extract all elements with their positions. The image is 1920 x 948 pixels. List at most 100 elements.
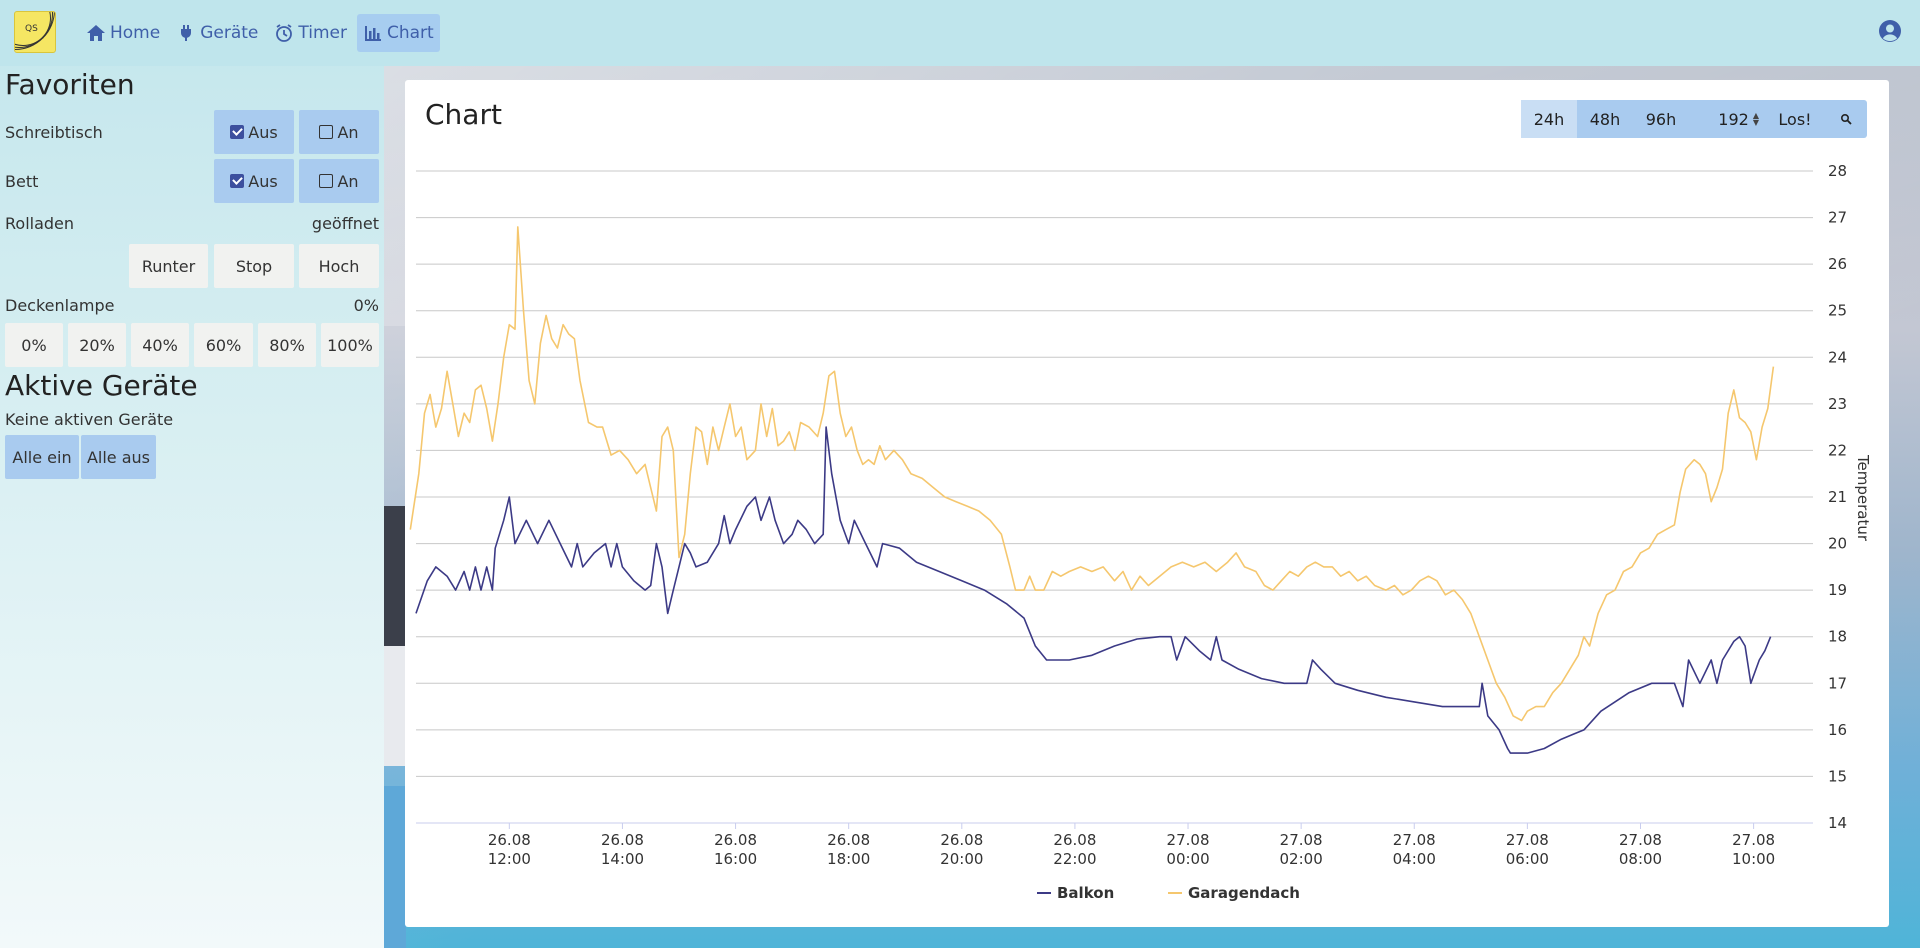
x-tick-time: 04:00 bbox=[1393, 850, 1436, 868]
magnifier-icon bbox=[1840, 113, 1852, 125]
lamp-row: Deckenlampe 0% 0% 20% 40% 60% 80% 100% bbox=[0, 291, 384, 371]
user-account-icon[interactable] bbox=[1878, 19, 1902, 43]
schreibtisch-on-button[interactable]: An bbox=[299, 110, 379, 154]
y-axis-ticks: 14 15 16 17 18 19 20 21 22 23 24 25 26 27 28 bbox=[1828, 162, 1847, 832]
active-devices-heading: Aktive Geräte bbox=[5, 369, 198, 402]
range-24h-button[interactable]: 24h bbox=[1521, 100, 1577, 138]
x-tick-time: 18:00 bbox=[827, 850, 870, 868]
logo-text: QS bbox=[25, 24, 38, 34]
shutter-status: geöffnet bbox=[311, 214, 379, 233]
favorite-row-schreibtisch: Schreibtisch Aus An bbox=[0, 108, 384, 157]
range-96h-button[interactable]: 96h bbox=[1645, 109, 1677, 129]
sidebar: Favoriten Schreibtisch Aus An Bett Aus A… bbox=[0, 66, 384, 481]
chart-legend: Balkon Garagendach bbox=[1037, 884, 1300, 902]
x-tick-time: 02:00 bbox=[1280, 850, 1323, 868]
favorite-row-bett: Bett Aus An bbox=[0, 157, 384, 206]
lamp-status: 0% bbox=[353, 296, 379, 315]
favorites-heading: Favoriten bbox=[5, 68, 135, 101]
y-tick-label: 24 bbox=[1828, 348, 1847, 366]
bg-shape bbox=[384, 646, 406, 766]
checkbox-checked-icon bbox=[230, 174, 245, 188]
nav-home[interactable]: Home bbox=[80, 14, 166, 52]
nav-timer[interactable]: Timer bbox=[268, 14, 353, 52]
y-tick-label: 14 bbox=[1828, 814, 1847, 832]
x-tick-time: 14:00 bbox=[601, 850, 644, 868]
nav-home-label: Home bbox=[110, 23, 161, 43]
bar-chart-icon bbox=[364, 26, 381, 41]
spinner-arrows-icon[interactable]: ▲ ▼ bbox=[1752, 111, 1759, 127]
no-active-devices-text: Keine aktiven Geräte bbox=[5, 410, 174, 429]
y-tick-label: 28 bbox=[1828, 162, 1847, 180]
nav-geraete-label: Geräte bbox=[200, 23, 259, 43]
legend-item[interactable]: Balkon bbox=[1057, 884, 1114, 902]
shutter-row: Rolladen geöffnet Runter Stop Hoch bbox=[0, 206, 384, 291]
y-axis-label: Temperatur bbox=[1854, 454, 1872, 542]
shutter-down-button[interactable]: Runter bbox=[129, 244, 208, 288]
x-tick-date: 26.08 bbox=[601, 831, 644, 849]
lamp-20-button[interactable]: 20% bbox=[68, 323, 126, 367]
x-tick-date: 26.08 bbox=[940, 831, 983, 849]
checkbox-unchecked-icon bbox=[319, 125, 334, 139]
y-tick-label: 19 bbox=[1828, 581, 1847, 599]
nav-chart[interactable]: Chart bbox=[356, 14, 440, 52]
app-logo[interactable]: QS bbox=[14, 11, 56, 53]
x-tick-time: 12:00 bbox=[488, 850, 531, 868]
chart-grid bbox=[416, 170, 1813, 824]
clock-icon bbox=[276, 24, 293, 42]
lamp-80-button[interactable]: 80% bbox=[258, 323, 316, 367]
x-tick-time: 06:00 bbox=[1506, 850, 1549, 868]
x-tick-time: 00:00 bbox=[1166, 850, 1209, 868]
x-tick-date: 26.08 bbox=[1053, 831, 1096, 849]
y-tick-label: 23 bbox=[1828, 395, 1847, 413]
y-tick-label: 21 bbox=[1828, 488, 1847, 506]
x-tick-date: 27.08 bbox=[1167, 831, 1210, 849]
x-tick-time: 22:00 bbox=[1053, 850, 1096, 868]
series-line-balkon bbox=[415, 426, 1772, 754]
schreibtisch-off-button[interactable]: Aus bbox=[214, 110, 294, 154]
nav-chart-label: Chart bbox=[386, 23, 434, 43]
lamp-40-button[interactable]: 40% bbox=[131, 323, 189, 367]
shutter-stop-button[interactable]: Stop bbox=[214, 244, 294, 288]
bett-off-button[interactable]: Aus bbox=[214, 159, 294, 203]
all-on-button[interactable]: Alle ein bbox=[5, 435, 79, 479]
main-nav: Home Geräte Timer Chart bbox=[80, 14, 440, 52]
nav-geraete[interactable]: Geräte bbox=[170, 14, 264, 52]
custom-hours-value: 192 bbox=[1718, 109, 1749, 129]
y-tick-label: 25 bbox=[1828, 302, 1847, 320]
zoom-button[interactable] bbox=[1825, 100, 1867, 138]
x-axis-ticks: 26.0812:0026.0814:0026.0816:0026.0818:00… bbox=[488, 823, 1775, 868]
home-icon bbox=[87, 25, 105, 41]
shutter-label: Rolladen bbox=[5, 214, 75, 233]
y-tick-label: 20 bbox=[1828, 535, 1847, 553]
shutter-up-button[interactable]: Hoch bbox=[299, 244, 379, 288]
go-button[interactable]: Los! bbox=[1778, 109, 1812, 129]
lamp-60-button[interactable]: 60% bbox=[194, 323, 253, 367]
nav-timer-label: Timer bbox=[298, 23, 347, 43]
legend-item[interactable]: Garagendach bbox=[1188, 884, 1300, 902]
card-title: Chart bbox=[425, 98, 502, 131]
top-navbar: QS Home Geräte Timer Chart bbox=[0, 0, 1920, 66]
range-toolbar: 24h 48h 96h 192 ▲ ▼ Los! bbox=[1521, 100, 1867, 138]
on-label: An bbox=[337, 122, 359, 142]
x-tick-date: 27.08 bbox=[1732, 831, 1775, 849]
plug-icon bbox=[181, 25, 192, 41]
lamp-0-button[interactable]: 0% bbox=[5, 323, 63, 367]
all-off-button[interactable]: Alle aus bbox=[81, 435, 156, 479]
lamp-100-button[interactable]: 100% bbox=[321, 323, 379, 367]
y-tick-label: 26 bbox=[1828, 255, 1847, 273]
bett-on-button[interactable]: An bbox=[299, 159, 379, 203]
x-tick-date: 27.08 bbox=[1506, 831, 1549, 849]
y-tick-label: 18 bbox=[1828, 628, 1847, 646]
range-48h-button[interactable]: 48h bbox=[1589, 109, 1621, 129]
off-label: Aus bbox=[248, 171, 278, 191]
custom-hours-input[interactable]: 192 ▲ ▼ bbox=[1689, 100, 1765, 138]
x-tick-date: 26.08 bbox=[714, 831, 757, 849]
checkbox-checked-icon bbox=[230, 125, 245, 139]
x-tick-date: 26.08 bbox=[827, 831, 870, 849]
x-tick-date: 27.08 bbox=[1393, 831, 1436, 849]
x-tick-time: 20:00 bbox=[940, 850, 983, 868]
series-line-garagendach bbox=[409, 226, 1775, 722]
favorite-label: Schreibtisch bbox=[5, 123, 103, 142]
chart-card: Chart 24h 48h 96h 192 ▲ ▼ Los! 14 15 16 17 18… bbox=[405, 80, 1889, 927]
